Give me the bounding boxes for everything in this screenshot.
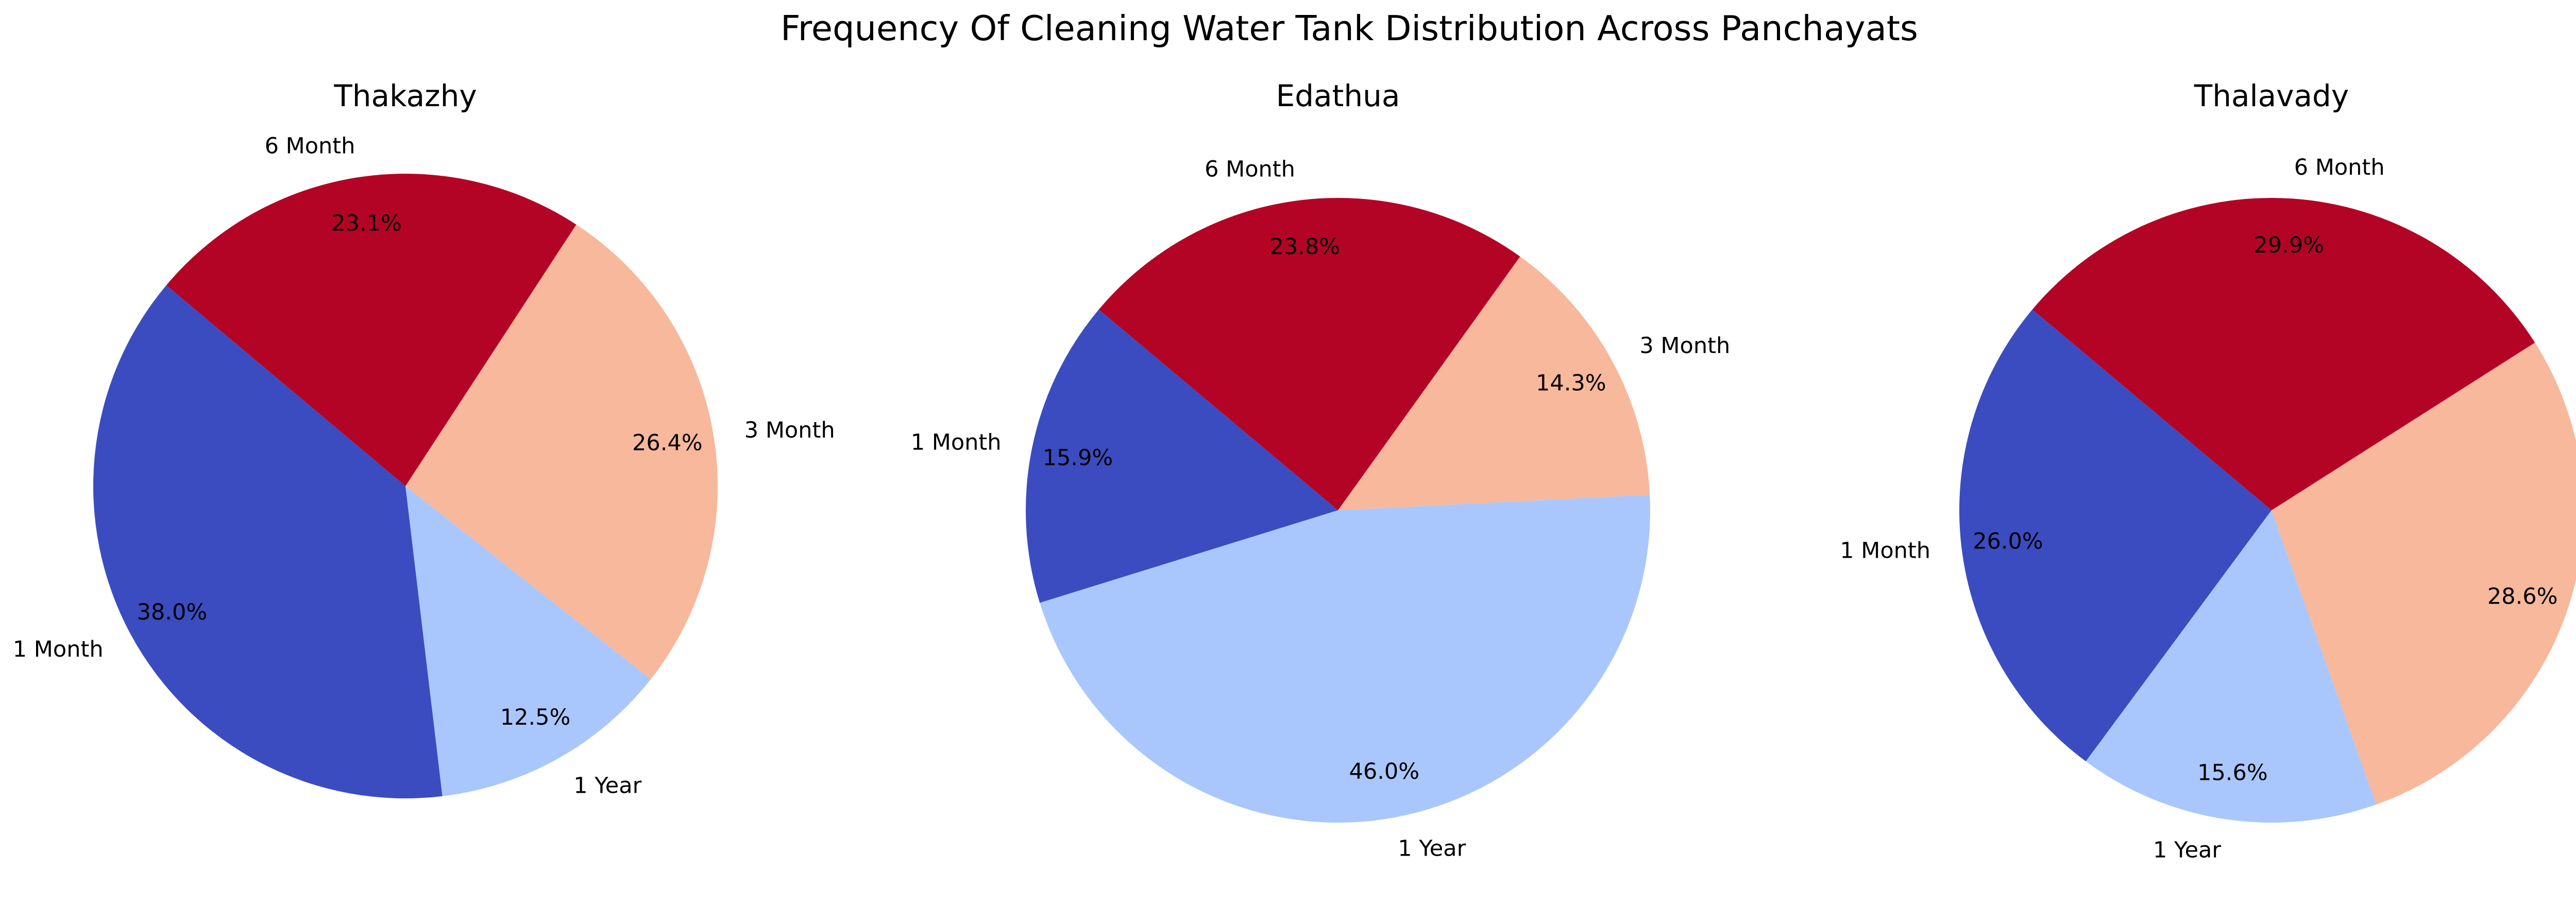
pie-slice-3-month	[1338, 256, 1650, 510]
pie-labels: 1 Month 38.0% 1 Year 12.5% 3 Month 26.4% 6 Mon…	[13, 133, 835, 799]
pie-slice-1-month	[1959, 309, 2272, 762]
slice-percent-label: 12.5%	[500, 705, 571, 730]
figure-title: Frequency Of Cleaning Water Tank Distrib…	[781, 8, 1918, 48]
pie-labels: 1 Month 15.9% 1 Year 46.0% 3 Month 14.3% 6 Mon…	[911, 157, 1731, 862]
pie-slice-1-month	[1026, 309, 1338, 603]
slice-category-label: 3 Month	[1639, 333, 1730, 359]
slice-category-label: 1 Month	[911, 430, 1002, 456]
slice-category-label: 3 Month	[744, 417, 835, 443]
slice-category-label: 1 Month	[13, 637, 104, 662]
slice-percent-label: 38.0%	[137, 599, 208, 625]
pie-slice-6-month	[166, 174, 577, 487]
pie-slice-6-month	[2032, 198, 2535, 510]
slice-category-label: 6 Month	[265, 133, 355, 159]
pie-title: Thakazhy	[333, 78, 477, 113]
pie-slice-1-year	[1040, 494, 1651, 823]
pie-slice-1-year	[405, 486, 651, 796]
pie-chart-thakazhy: Thakazhy 1 Month 38.0% 1 Year 12.5% 3 Month 2…	[13, 78, 835, 798]
slice-percent-label: 28.6%	[2487, 583, 2558, 609]
slice-percent-label: 15.9%	[1043, 445, 1113, 471]
slice-percent-label: 26.4%	[632, 430, 703, 456]
slice-category-label: 1 Year	[1398, 836, 1466, 861]
pie-slices	[1026, 198, 1651, 823]
pie-slice-6-month	[1098, 198, 1520, 510]
slice-percent-label: 15.6%	[2197, 760, 2268, 786]
slice-percent-label: 46.0%	[1349, 759, 1419, 784]
slice-category-label: 6 Month	[2294, 155, 2385, 180]
pie-slice-1-month	[93, 285, 443, 799]
slice-category-label: 1 Year	[2153, 837, 2221, 863]
slice-percent-label: 23.1%	[331, 211, 402, 237]
pie-chart-edathua: Edathua 1 Month 15.9% 1 Year 46.0% 3 Month 14…	[911, 78, 1731, 861]
pie-slice-1-year	[2086, 510, 2377, 823]
slice-category-label: 6 Month	[1205, 157, 1295, 182]
pie-slice-3-month	[2272, 342, 2576, 805]
pie-title: Thalavady	[2194, 78, 2349, 113]
slice-percent-label: 26.0%	[1973, 529, 2043, 555]
slice-category-label: 1 Month	[1840, 538, 1930, 563]
slice-percent-label: 29.9%	[2253, 232, 2324, 258]
pie-slice-3-month	[405, 224, 718, 679]
slice-percent-label: 14.3%	[1536, 371, 1606, 396]
slice-percent-label: 23.8%	[1269, 234, 1340, 260]
pie-slices	[93, 174, 718, 799]
pie-slices	[1959, 198, 2576, 823]
pie-title: Edathua	[1276, 78, 1400, 113]
slice-category-label: 1 Year	[573, 773, 641, 798]
